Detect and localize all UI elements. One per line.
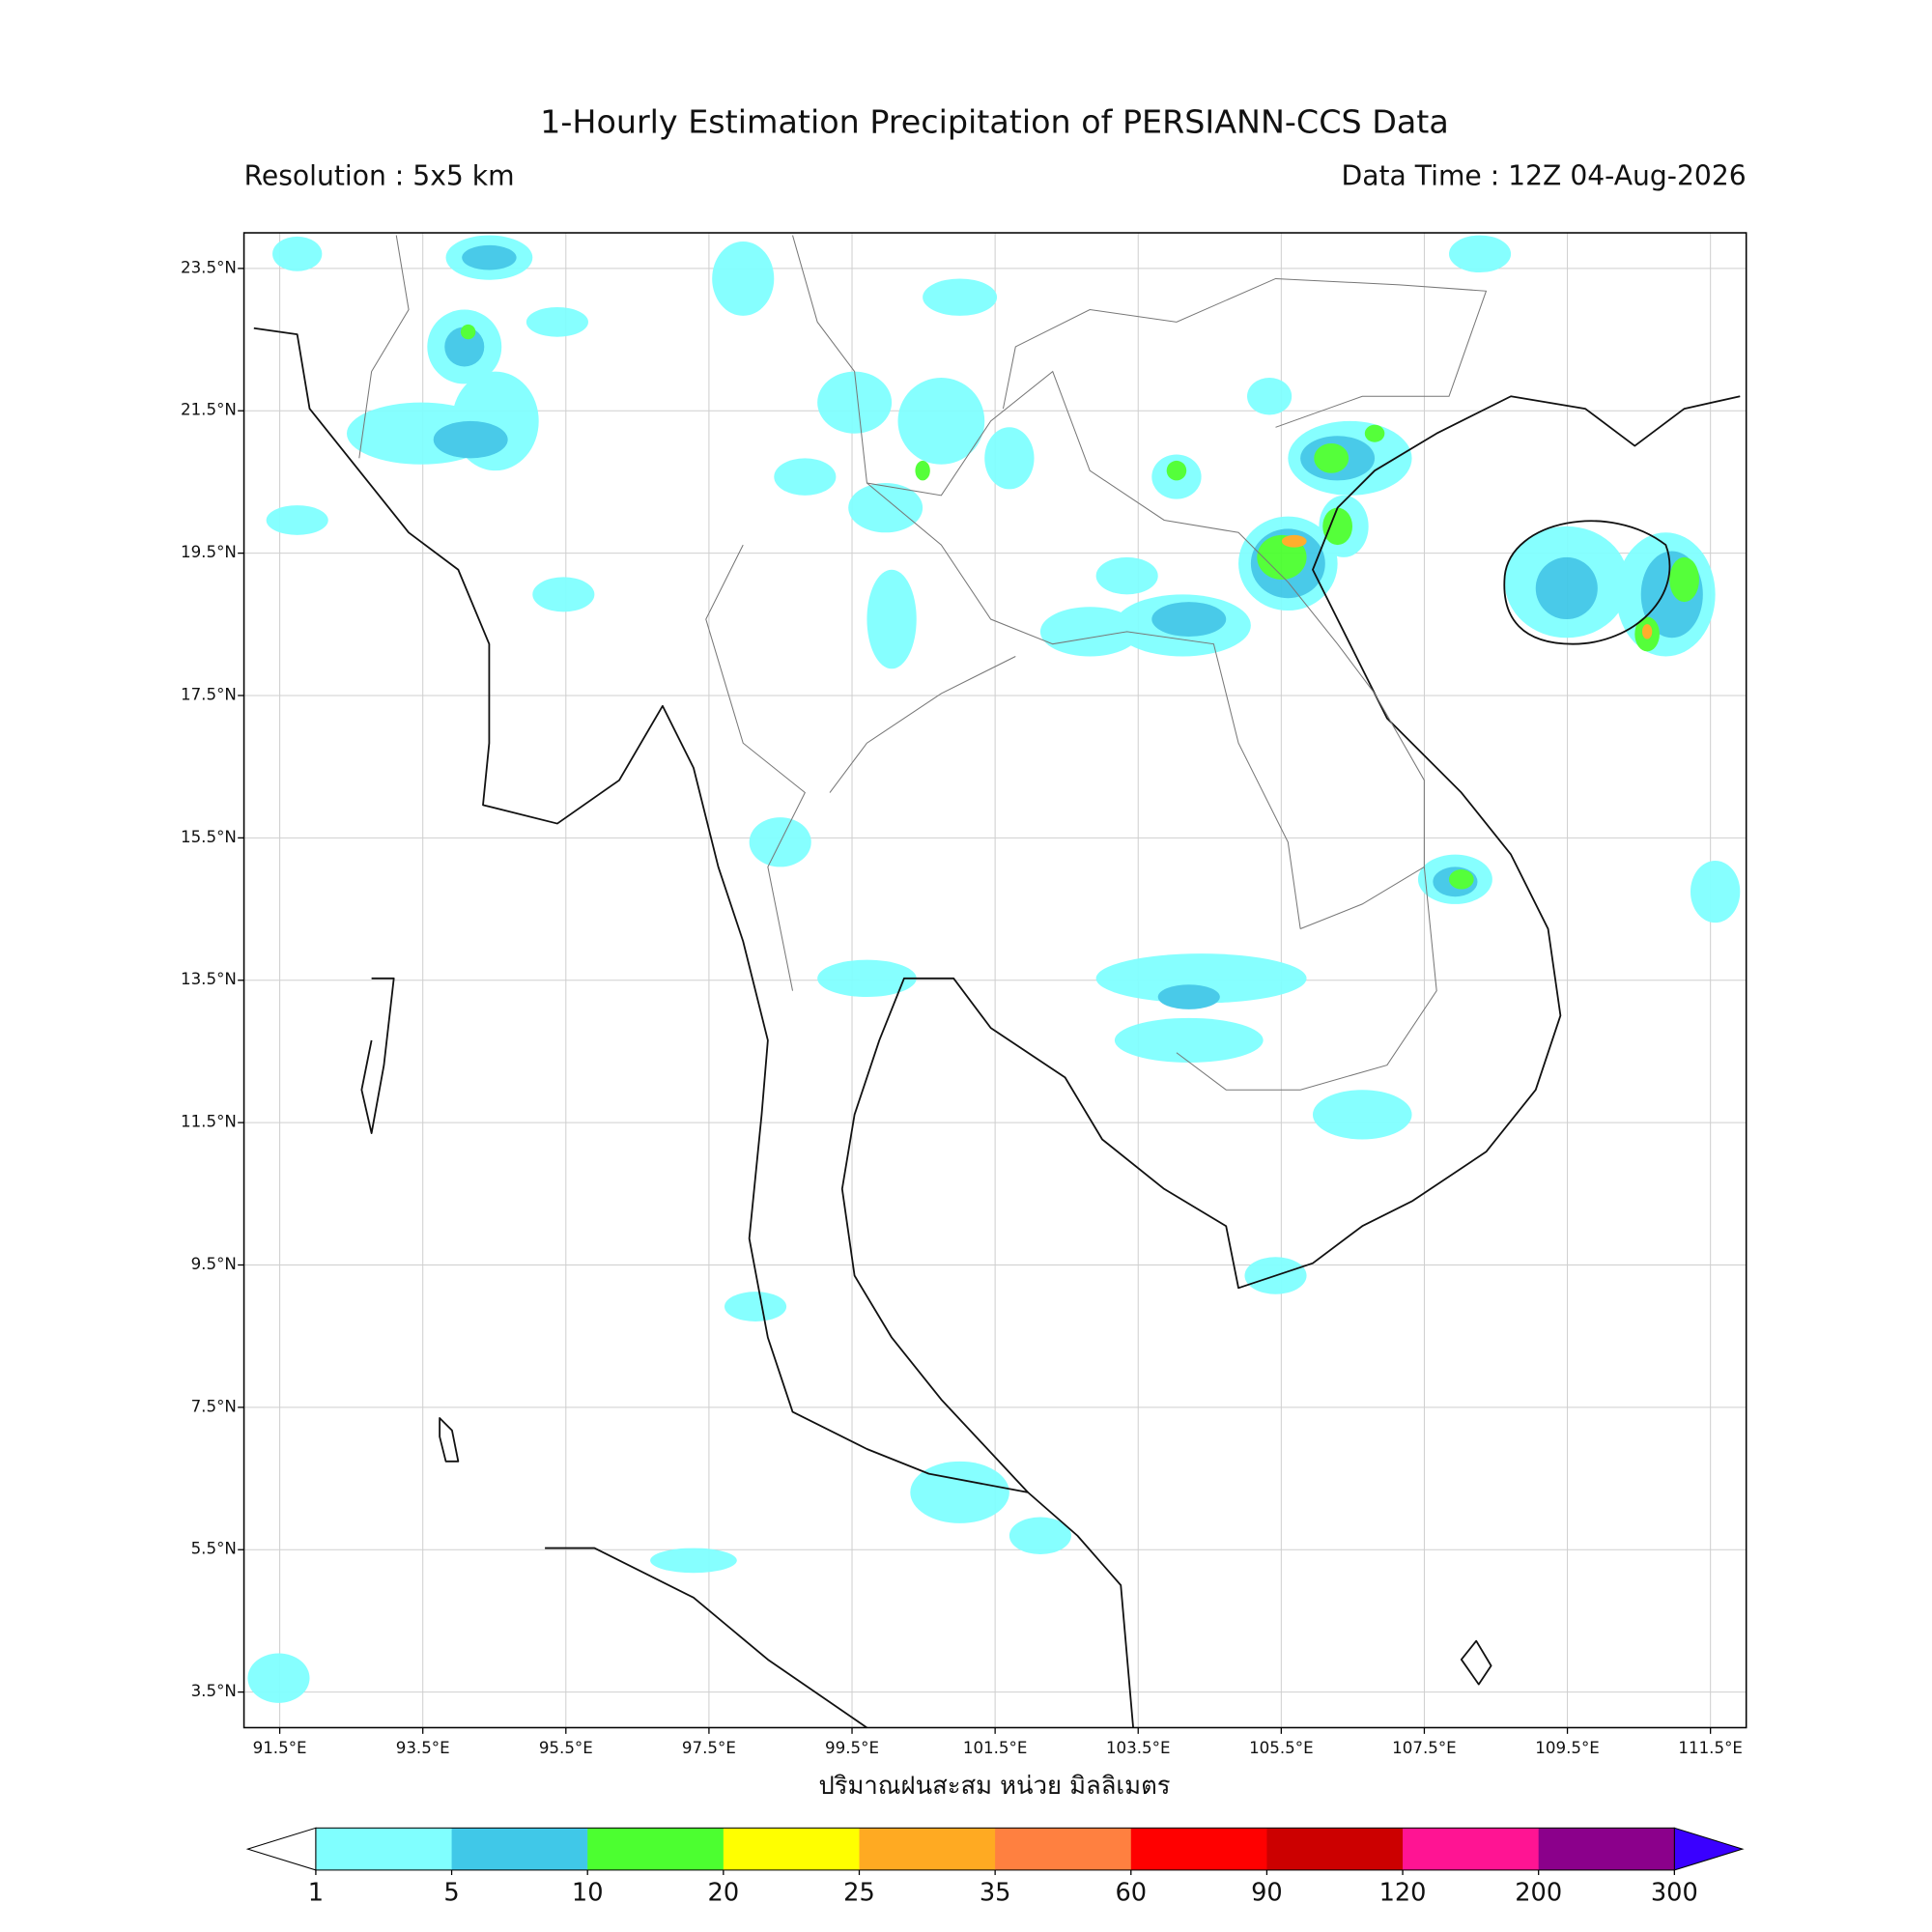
y-tick-label: 17.5°N [181,685,237,703]
colorbar-over [1673,1827,1745,1871]
y-tick-label: 19.5°N [181,543,237,561]
rain-field [247,235,1741,1703]
colorbar-swatch [1130,1828,1268,1870]
y-tick-label: 15.5°N [181,828,237,846]
x-tick-label: 101.5°E [963,1739,1028,1757]
x-tick-label: 107.5°E [1392,1739,1457,1757]
x-tick-label: 105.5°E [1249,1739,1314,1757]
y-tick-label: 13.5°N [181,970,237,988]
colorbar-swatch [1538,1828,1675,1870]
x-tick-label: 111.5°E [1678,1739,1743,1757]
x-tick-label: 99.5°E [825,1739,879,1757]
colorbar-swatch [1403,1828,1540,1870]
colorbar-swatch [723,1828,861,1870]
x-tick-label: 97.5°E [682,1739,736,1757]
x-tick-label: 93.5°E [396,1739,450,1757]
data-time: Data Time : 12Z 04-Aug-2026 [1342,159,1747,191]
colorbar-swatch [1266,1828,1404,1870]
colorbar-label: 120 [1379,1878,1427,1907]
colorbar-swatch [451,1828,588,1870]
y-tick-label: 21.5°N [181,401,237,419]
y-tick-label: 9.5°N [191,1255,237,1273]
y-tick-label: 23.5°N [181,258,237,276]
colorbar-label: 20 [708,1878,740,1907]
x-tick-label: 95.5°E [539,1739,593,1757]
colorbar-label: 5 [443,1878,459,1907]
colorbar-label: 25 [843,1878,875,1907]
x-label: ปริมาณฝนสะสม หน่วย มิลลิเมตร [818,1772,1170,1801]
colorbar: 1 5 10 20 25 35 60 90 120 200 300 [245,1827,1745,1907]
colorbar-label: 200 [1515,1878,1562,1907]
x-tick-label: 91.5°E [253,1739,307,1757]
colorbar-label: 1 [308,1878,324,1907]
axis-ticks: 91.5°E 93.5°E 95.5°E 97.5°E 99.5°E 101.5°E 103… [181,258,1743,1756]
resolution: Resolution : 5x5 km [244,159,515,191]
colorbar-label: 60 [1115,1878,1147,1907]
borders [358,235,1488,1091]
colorbar-label: 35 [980,1878,1011,1907]
title: 1-Hourly Estimation Precipitation of PER… [540,103,1449,141]
colorbar-swatch [315,1828,453,1870]
x-tick-label: 103.5°E [1106,1739,1171,1757]
y-tick-label: 3.5°N [191,1682,237,1700]
colorbar-label: 90 [1251,1878,1283,1907]
coastlines [253,327,1741,1729]
colorbar-label: 10 [572,1878,604,1907]
x-tick-label: 109.5°E [1535,1739,1600,1757]
colorbar-label: 300 [1651,1878,1698,1907]
colorbar-swatch [859,1828,996,1870]
y-tick-label: 7.5°N [191,1397,237,1415]
y-tick-label: 5.5°N [191,1540,237,1558]
colorbar-swatch [587,1828,724,1870]
colorbar-under [245,1827,317,1871]
y-tick-label: 11.5°N [181,1113,237,1131]
colorbar-swatch [995,1828,1132,1870]
